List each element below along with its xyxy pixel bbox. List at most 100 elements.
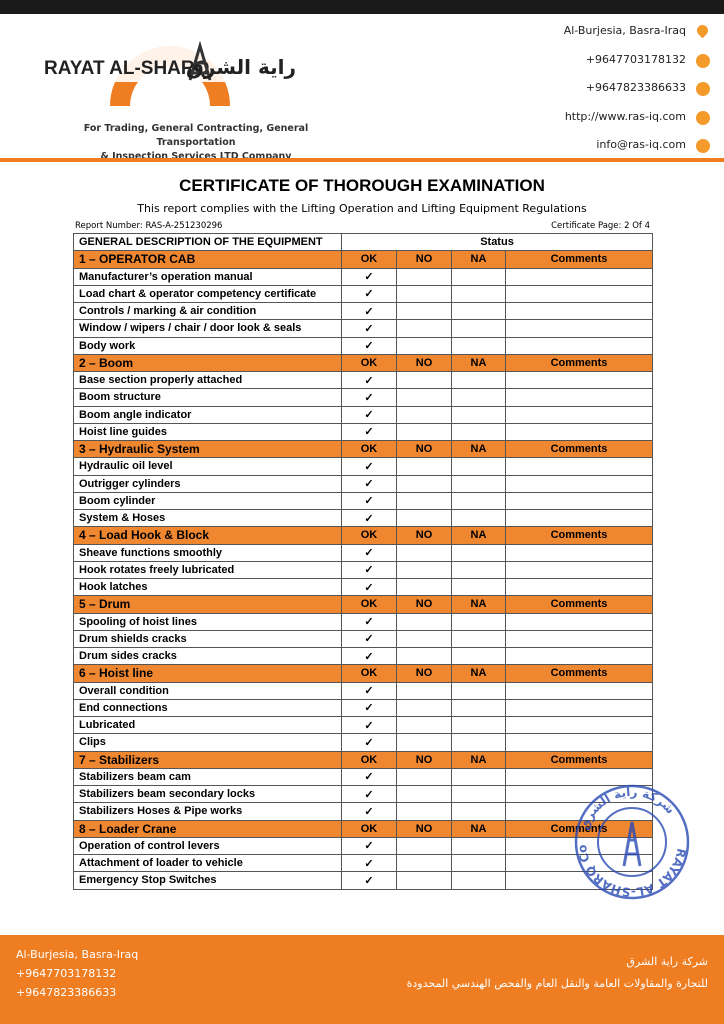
- column-label: NA: [451, 819, 506, 838]
- empty-cell: [396, 715, 452, 735]
- item-name: Hook rotates freely lubricated: [73, 560, 342, 580]
- column-label: NA: [451, 439, 506, 459]
- column-label: Comments: [505, 250, 653, 269]
- ok-mark: ✓: [341, 388, 397, 407]
- ok-mark: ✓: [341, 577, 397, 597]
- item-name: Hook latches: [73, 577, 342, 597]
- empty-cell: [396, 336, 452, 355]
- empty-cell: [505, 681, 653, 700]
- empty-cell: [451, 336, 506, 355]
- item-name: Base section properly attached: [73, 370, 342, 390]
- item-name: Drum shields cracks: [73, 629, 342, 649]
- column-label: NA: [451, 595, 506, 614]
- section-row: 7 – Stabilizers OK NO NA Comments: [73, 750, 653, 769]
- item-name: Operation of control levers: [73, 836, 342, 856]
- ok-mark: ✓: [341, 612, 397, 631]
- footer-contact: +9647703178132: [16, 967, 117, 980]
- empty-cell: [451, 284, 506, 304]
- ok-mark: ✓: [341, 301, 397, 321]
- item-row: Stabilizers beam cam ✓: [73, 767, 653, 787]
- header-cell: Status: [341, 232, 653, 252]
- item-row: Body work ✓: [73, 336, 653, 355]
- item-name: Stabilizers Hoses & Pipe works: [73, 802, 342, 821]
- section-title: 5 – Drum: [73, 595, 342, 614]
- column-label: OK: [341, 439, 397, 459]
- column-label: NO: [396, 250, 452, 269]
- column-label: NA: [451, 250, 506, 269]
- section-row: 8 – Loader Crane OK NO NA Comments: [73, 819, 653, 838]
- company-name-arabic: راية الشرق: [186, 55, 296, 79]
- section-row: 1 – OPERATOR CAB OK NO NA Comments: [73, 250, 653, 269]
- item-row: Emergency Stop Switches ✓: [73, 871, 653, 890]
- contact: +9647703178132: [585, 52, 686, 66]
- report-number: Report Number: RAS-A-251230296: [75, 221, 223, 231]
- footer-arabic: للتجارة والمقاولات العامة والنقل العام و…: [406, 977, 708, 990]
- item-row: Hook latches ✓: [73, 577, 653, 597]
- item-name: System & Hoses: [73, 508, 342, 528]
- section-title: 4 – Load Hook & Block: [73, 526, 342, 545]
- column-label: OK: [341, 526, 397, 545]
- section-title: 3 – Hydraulic System: [73, 439, 342, 459]
- empty-cell: [451, 560, 506, 580]
- empty-cell: [451, 853, 506, 873]
- item-row: Stabilizers beam secondary locks ✓: [73, 784, 653, 804]
- empty-cell: [505, 612, 653, 631]
- empty-cell: [396, 508, 452, 528]
- empty-cell: [396, 698, 452, 718]
- empty-cell: [451, 681, 506, 700]
- section-row: 6 – Hoist line OK NO NA Comments: [73, 664, 653, 683]
- item-row: Drum shields cracks ✓: [73, 629, 653, 649]
- column-label: Comments: [505, 595, 653, 614]
- empty-cell: [505, 577, 653, 597]
- empty-cell: [451, 301, 506, 321]
- contact: +9647823386633: [585, 81, 686, 94]
- empty-cell: [505, 629, 653, 649]
- tagline: For Trading, General Contracting, Genera…: [46, 122, 346, 164]
- empty-cell: [396, 474, 452, 493]
- item-name: Attachment of loader to vehicle: [73, 853, 342, 873]
- ok-mark: ✓: [341, 370, 397, 390]
- column-label: Comments: [505, 819, 653, 838]
- contact: info@ras-iq.com: [596, 138, 686, 151]
- empty-cell: [396, 319, 452, 338]
- item-row: Overall condition ✓: [73, 681, 653, 700]
- item-row: Clips ✓: [73, 733, 653, 752]
- empty-cell: [505, 267, 653, 286]
- ok-mark: ✓: [341, 336, 397, 355]
- empty-cell: [505, 301, 653, 321]
- ok-mark: ✓: [341, 715, 397, 735]
- item-name: Boom angle indicator: [73, 405, 342, 424]
- section-title: 8 – Loader Crane: [73, 819, 342, 838]
- ok-mark: ✓: [341, 784, 397, 804]
- empty-cell: [451, 543, 506, 562]
- column-label: NO: [396, 819, 452, 838]
- empty-cell: [505, 491, 653, 511]
- item-row: Operation of control levers ✓: [73, 836, 653, 856]
- column-label: OK: [341, 595, 397, 614]
- ok-mark: ✓: [341, 267, 397, 286]
- column-label: NA: [451, 526, 506, 545]
- section-row: 3 – Hydraulic System OK NO NA Comments: [73, 439, 653, 459]
- item-row: Boom cylinder ✓: [73, 491, 653, 511]
- empty-cell: [396, 767, 452, 787]
- empty-cell: [451, 405, 506, 424]
- empty-cell: [451, 784, 506, 804]
- empty-cell: [396, 577, 452, 597]
- ok-mark: ✓: [341, 629, 397, 649]
- column-label: Comments: [505, 750, 653, 769]
- header-row: GENERAL DESCRIPTION OF THE EQUIPMENT Stat…: [73, 232, 653, 252]
- empty-cell: [396, 457, 452, 476]
- tagline-line: For Trading, General Contracting, Genera…: [83, 123, 309, 148]
- section-row: 4 – Load Hook & Block OK NO NA Comments: [73, 526, 653, 545]
- empty-cell: [451, 319, 506, 338]
- empty-cell: [451, 474, 506, 493]
- company-name: RAYAT AL-SHARQ: [44, 58, 209, 79]
- empty-cell: [451, 646, 506, 666]
- empty-cell: [451, 871, 506, 890]
- ok-mark: ✓: [341, 681, 397, 700]
- item-name: Sheave functions smoothly: [73, 543, 342, 562]
- item-name: Stabilizers beam cam: [73, 767, 342, 787]
- empty-cell: [451, 698, 506, 718]
- empty-cell: [396, 370, 452, 390]
